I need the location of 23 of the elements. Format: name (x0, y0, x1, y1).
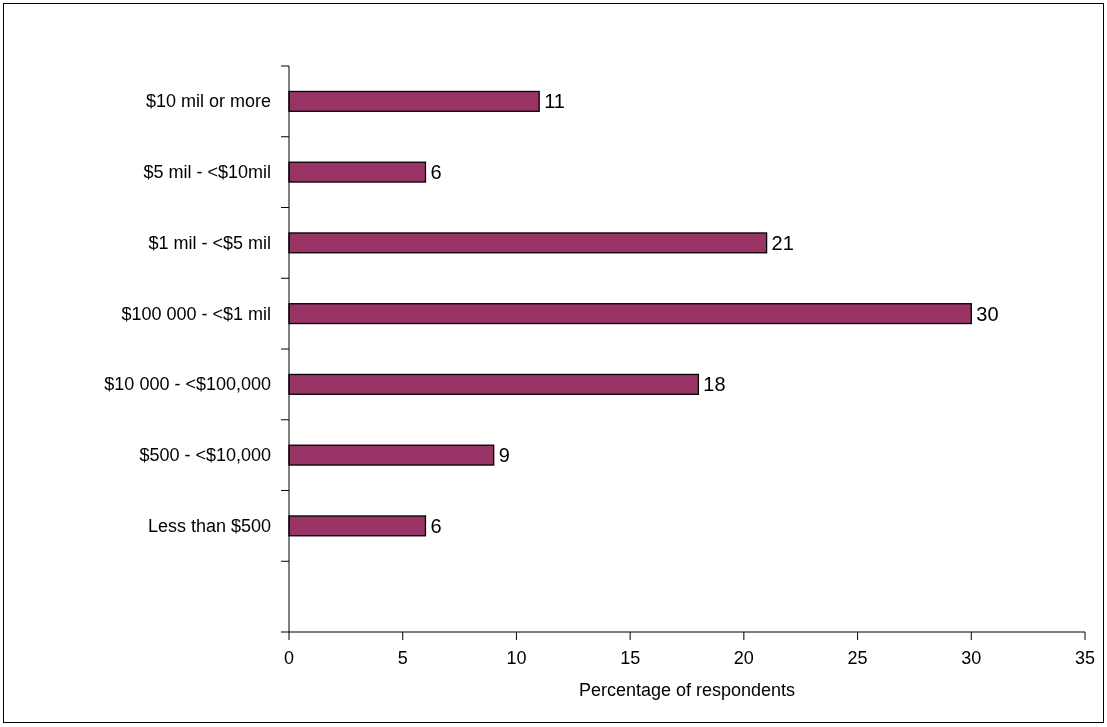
x-tick-label: 35 (1074, 648, 1096, 668)
data-label: 18 (703, 373, 726, 396)
x-tick-label: 15 (620, 648, 641, 668)
y-tick-label: $10 000 - <$100,000 (104, 374, 271, 395)
y-tick-label: $1 mil - <$5 mil (148, 232, 271, 253)
x-tick-label: 10 (506, 648, 527, 668)
y-tick-label: $10 mil or more (145, 91, 271, 112)
data-label: 11 (544, 90, 565, 113)
data-label: 21 (771, 231, 794, 254)
x-tick-label: 30 (961, 648, 982, 668)
data-label: 6 (430, 161, 442, 184)
x-tick-label: 5 (397, 648, 408, 668)
y-tick-label: $5 mil - <$10mil (143, 162, 271, 183)
y-tick-label: Less than $500 (147, 515, 271, 536)
data-label: 6 (430, 514, 442, 537)
x-axis-title: Percentage of respondents (578, 680, 796, 700)
data-label: 30 (976, 302, 999, 325)
x-tick-label: 0 (283, 648, 295, 668)
data-label: 9 (498, 444, 510, 467)
y-tick-label: $500 - <$10,000 (139, 445, 271, 466)
x-tick-label: 25 (847, 648, 868, 668)
y-tick-label: $100 000 - <$1 mil (121, 303, 271, 324)
x-tick-label: 20 (733, 648, 754, 668)
